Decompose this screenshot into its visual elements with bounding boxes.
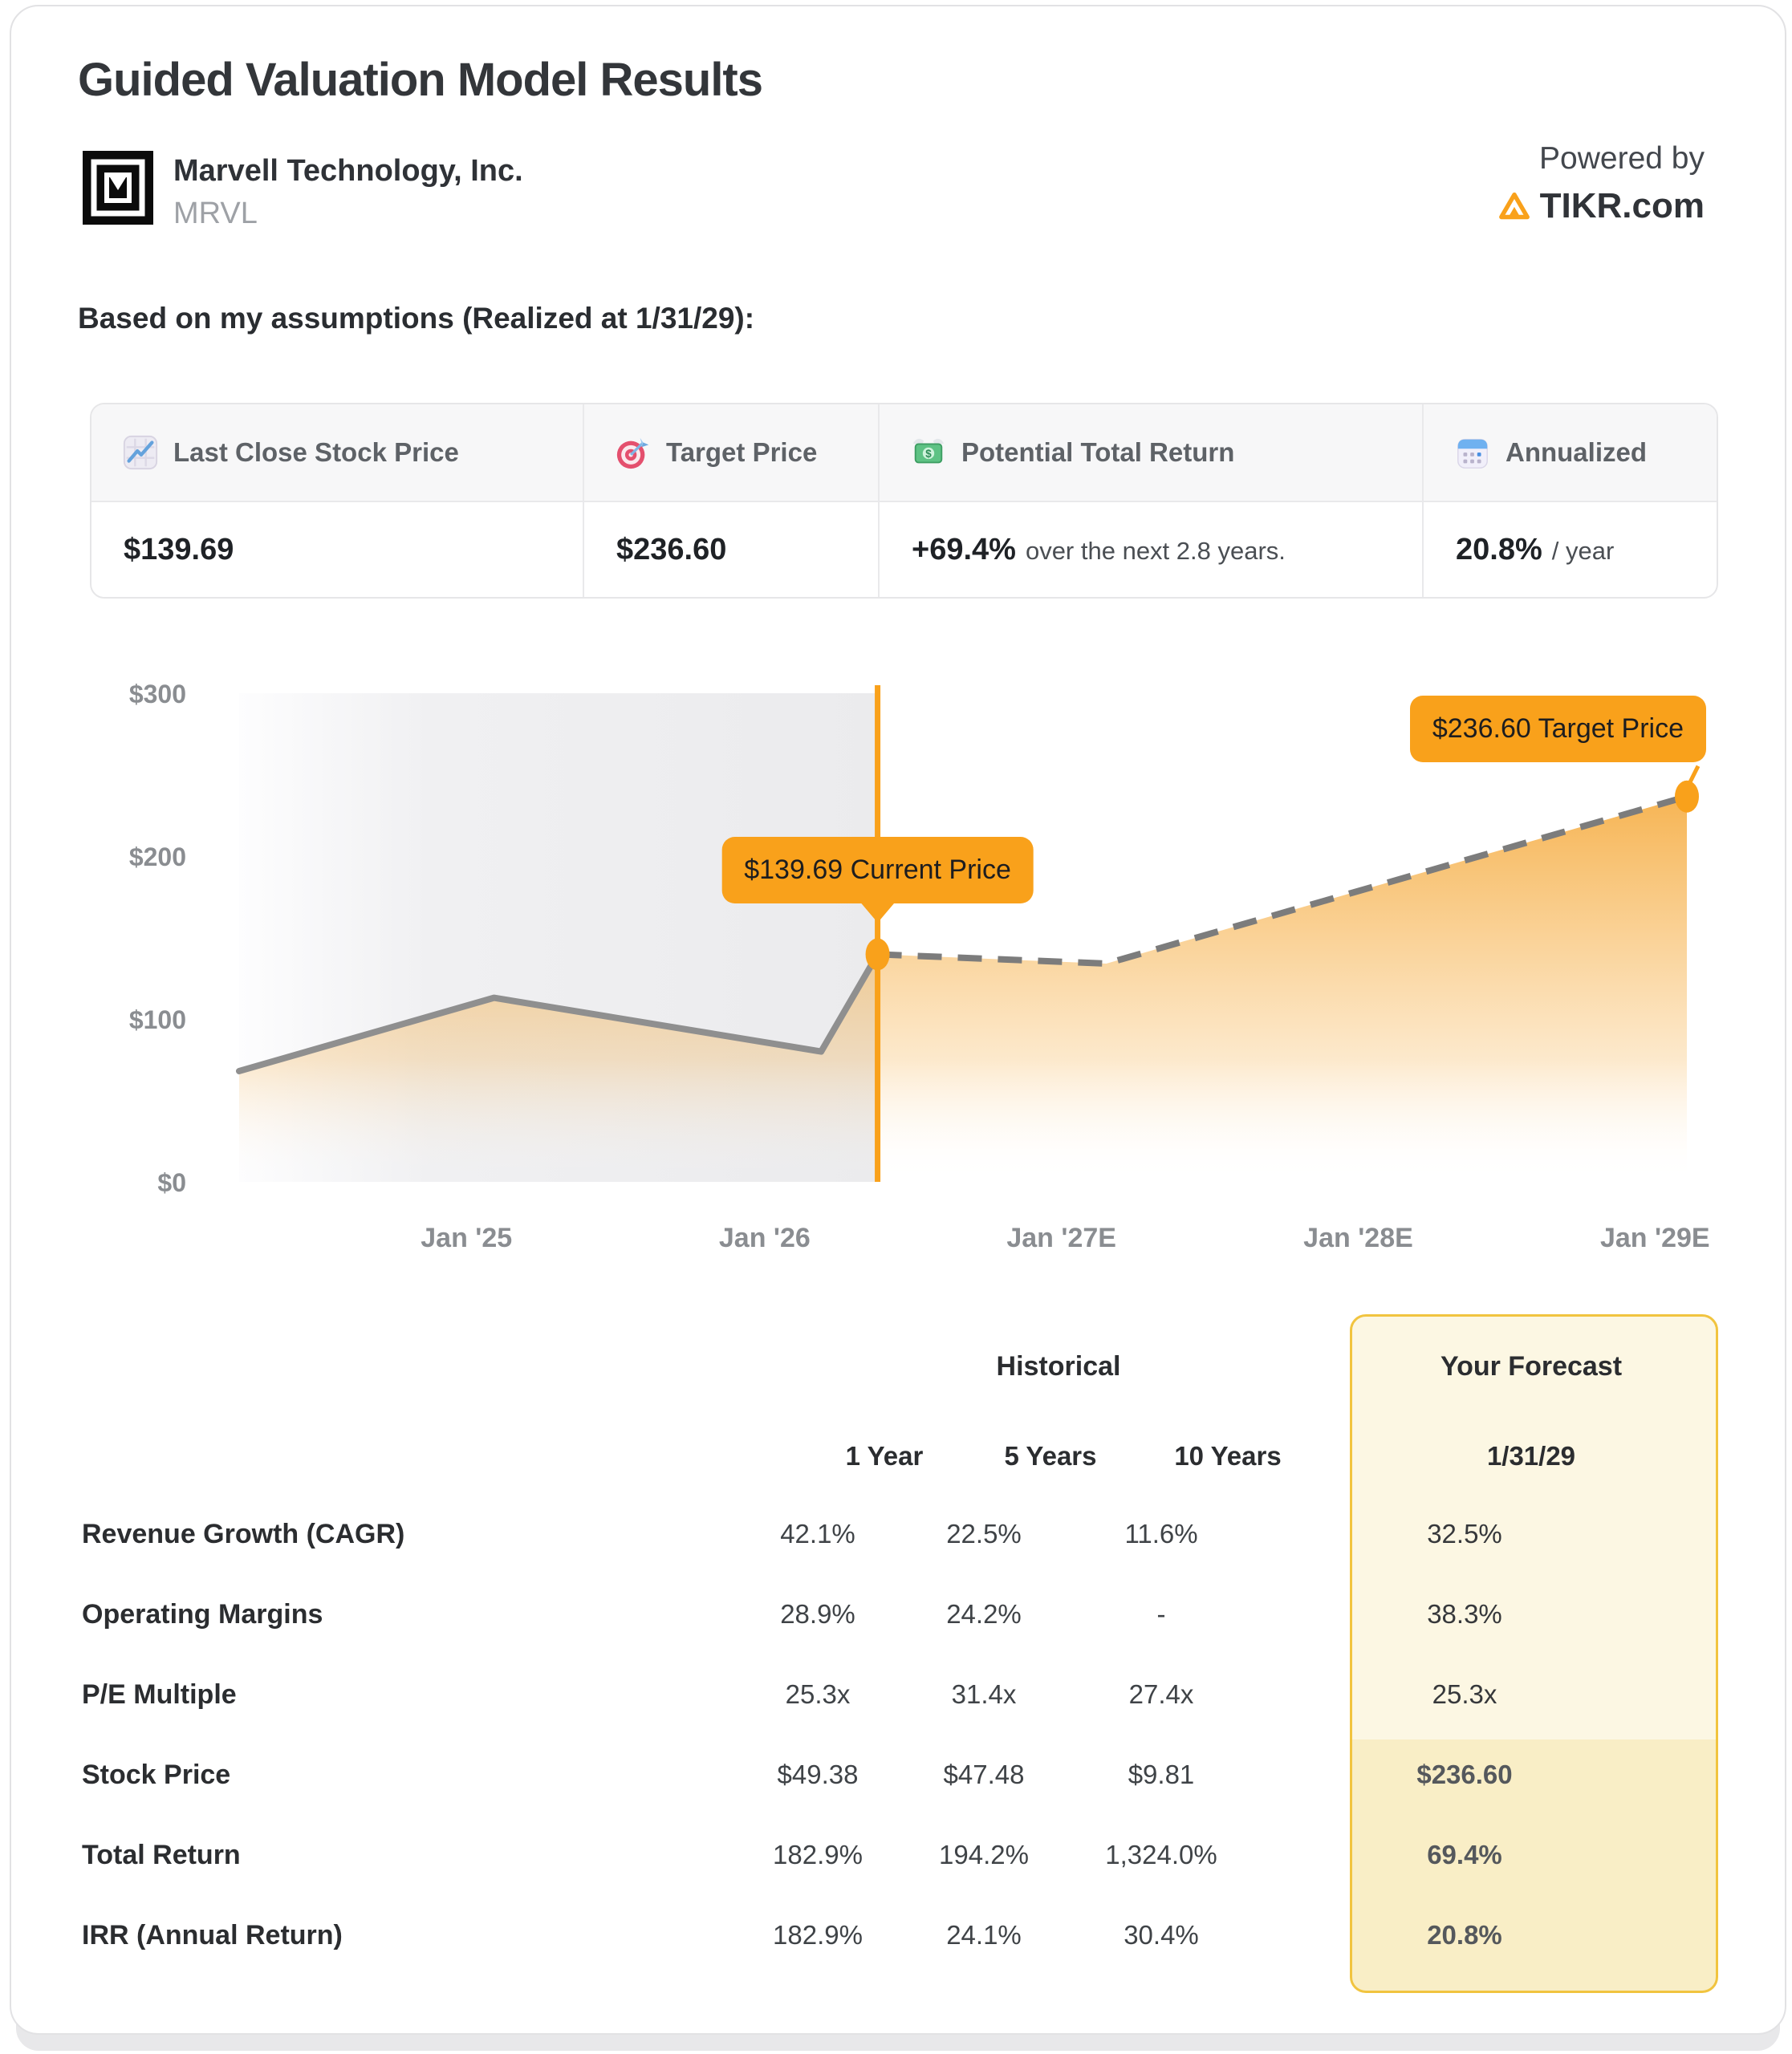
page-title: Guided Valuation Model Results — [78, 54, 763, 106]
stat-header-total-return: $ Potential Total Return — [878, 404, 1422, 502]
historical-value: 194.2% — [939, 1840, 1029, 1869]
stat-label: Last Close Stock Price — [173, 437, 459, 467]
current-price-dot — [865, 938, 890, 971]
x-axis-label: Jan '29E — [1600, 1223, 1710, 1253]
company-block: Marvell Technology, Inc. MRVL — [173, 154, 523, 231]
current-price-callout: $139.69 Current Price — [721, 837, 1034, 923]
historical-value: 182.9% — [773, 1840, 863, 1869]
calendar-icon — [1454, 434, 1491, 471]
results-card: Guided Valuation Model Results Marvell T… — [10, 5, 1786, 2035]
historical-area — [239, 954, 878, 1182]
stat-value-total-return: +69.4% over the next 2.8 years. — [878, 502, 1422, 597]
stat-header-annualized: Annualized — [1422, 404, 1717, 502]
x-axis-label: Jan '26 — [719, 1223, 811, 1253]
row-label: Revenue Growth (CAGR) — [82, 1519, 405, 1549]
historical-value: 182.9% — [773, 1920, 863, 1950]
forecast-value: $236.60 — [1416, 1760, 1513, 1789]
table-row: P/E Multiple 25.3x 31.4x 27.4x 25.3x — [11, 1654, 1785, 1735]
row-label: Total Return — [82, 1840, 241, 1870]
forecast-value: 69.4% — [1427, 1840, 1502, 1869]
historical-value: 11.6% — [1124, 1519, 1198, 1549]
historical-value: 28.9% — [780, 1599, 855, 1629]
row-label: Stock Price — [82, 1760, 231, 1790]
summary-stats-bar: Last Close Stock Price Target Price $ Po… — [90, 403, 1718, 599]
chart-increasing-icon — [122, 434, 159, 471]
row-label: IRR (Annual Return) — [82, 1920, 343, 1950]
stat-value-target-price: $236.60 — [583, 502, 878, 597]
y-axis-label: $200 — [129, 842, 186, 871]
historical-value: 25.3x — [785, 1679, 851, 1709]
historical-value: 31.4x — [951, 1679, 1017, 1709]
y-axis-labels: $0 $100 $200 $300 — [129, 680, 186, 1197]
stat-header-last-close: Last Close Stock Price — [91, 404, 583, 502]
table-row: Revenue Growth (CAGR) 42.1% 22.5% 11.6% 32.5… — [11, 1494, 1785, 1574]
row-label: P/E Multiple — [82, 1679, 237, 1710]
x-axis-label: Jan '27E — [1006, 1223, 1116, 1253]
forecast-value: 25.3x — [1432, 1679, 1497, 1709]
stat-label: Annualized — [1506, 437, 1648, 467]
your-forecast-panel — [1350, 1314, 1718, 1993]
historical-value: $47.48 — [943, 1760, 1025, 1789]
x-axis-label: Jan '25 — [421, 1223, 512, 1253]
stat-value-annualized: 20.8% / year — [1422, 502, 1717, 597]
column-header-5-years: 5 Years — [1004, 1441, 1097, 1471]
historical-value: 30.4% — [1124, 1920, 1199, 1950]
powered-by-text: Powered by — [1539, 141, 1705, 176]
forecast-area — [877, 796, 1687, 1182]
stat-label: Target Price — [666, 437, 818, 467]
historical-value: 22.5% — [946, 1519, 1022, 1549]
table-row: Operating Margins 28.9% 24.2% - 38.3% — [11, 1574, 1785, 1654]
historical-value: - — [1156, 1599, 1166, 1629]
y-axis-label: $100 — [129, 1005, 186, 1034]
chart-canvas: $0$100$200$300 Jan '25 Jan '26 Jan '27E Jan… — [129, 680, 1710, 1253]
historical-line — [236, 951, 881, 1074]
company-ticker: MRVL — [173, 197, 258, 230]
y-axis-label: $300 — [129, 680, 186, 708]
stat-header-target-price: Target Price — [583, 404, 878, 502]
price-forecast-chart: $0 $100 $200 $300 Jan '25 Jan '26 Jan '27E Jan… — [50, 676, 1735, 1301]
forecast-value: 38.3% — [1427, 1599, 1502, 1629]
y-axis-label: $0 — [157, 1168, 186, 1197]
assumptions-table: Historical Your Forecast 1 Year 5 Years … — [11, 6, 1785, 2033]
column-header-forecast-date: 1/31/29 — [1486, 1441, 1576, 1471]
historical-value: 27.4x — [1128, 1679, 1194, 1709]
forecast-value: 20.8% — [1427, 1920, 1502, 1950]
tikr-brand-text[interactable]: TIKR.com — [1539, 186, 1705, 225]
svg-text:$: $ — [925, 448, 932, 460]
historical-value: 42.1% — [780, 1519, 855, 1549]
company-name: Marvell Technology, Inc. — [173, 154, 523, 188]
stat-label: Potential Total Return — [961, 437, 1235, 467]
marvell-logo-icon — [78, 148, 158, 228]
money-with-wings-icon: $ — [910, 434, 947, 471]
forecast-value: 32.5% — [1427, 1519, 1502, 1549]
historical-value: 1,324.0% — [1105, 1840, 1217, 1869]
historical-value: $9.81 — [1128, 1760, 1195, 1789]
stat-value-last-close: $139.69 — [124, 533, 234, 566]
historical-value: 24.2% — [946, 1599, 1022, 1629]
historical-value: 24.1% — [946, 1920, 1022, 1950]
column-header-10-years: 10 Years — [1174, 1441, 1282, 1471]
assumptions-subtitle: Based on my assumptions (Realized at 1/3… — [78, 302, 755, 335]
table-row: Total Return 182.9% 194.2% 1,324.0% 69.4% — [11, 1815, 1785, 1895]
column-header-1-year: 1 Year — [845, 1441, 924, 1471]
x-axis-label: Jan '28E — [1303, 1223, 1413, 1253]
table-row: IRR (Annual Return) 182.9% 24.1% 30.4% 20.8% — [11, 1895, 1785, 1975]
table-row: Stock Price $49.38 $47.48 $9.81 $236.60 — [11, 1735, 1785, 1815]
target-icon — [615, 434, 652, 471]
x-axis-labels: Jan '25 Jan '26 Jan '27E Jan '28E Jan '29E — [421, 1223, 1709, 1253]
historical-group-header: Historical — [996, 1351, 1121, 1382]
row-label: Operating Margins — [82, 1599, 323, 1630]
forecast-group-header: Your Forecast — [1440, 1351, 1623, 1382]
tikr-logo-icon — [1498, 192, 1530, 221]
target-price-callout: $236.60 Target Price — [1409, 695, 1706, 762]
target-price-dot — [1675, 780, 1699, 813]
historical-value: $49.38 — [777, 1760, 859, 1789]
powered-by-block: Powered by TIKR.com — [1498, 141, 1705, 226]
